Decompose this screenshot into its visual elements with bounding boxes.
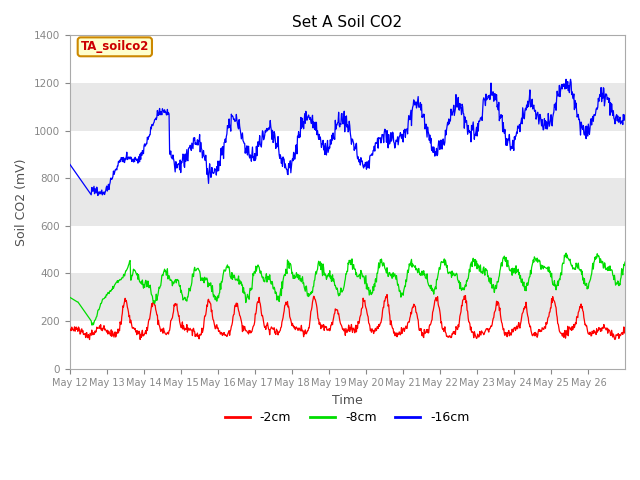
Y-axis label: Soil CO2 (mV): Soil CO2 (mV) xyxy=(15,158,28,246)
Title: Set A Soil CO2: Set A Soil CO2 xyxy=(292,15,403,30)
Text: TA_soilco2: TA_soilco2 xyxy=(81,40,149,53)
Bar xyxy=(70,131,625,178)
X-axis label: Time: Time xyxy=(332,394,363,407)
Bar xyxy=(70,226,625,273)
Bar xyxy=(70,36,625,83)
Legend: -2cm, -8cm, -16cm: -2cm, -8cm, -16cm xyxy=(220,406,475,429)
Bar xyxy=(70,321,625,369)
